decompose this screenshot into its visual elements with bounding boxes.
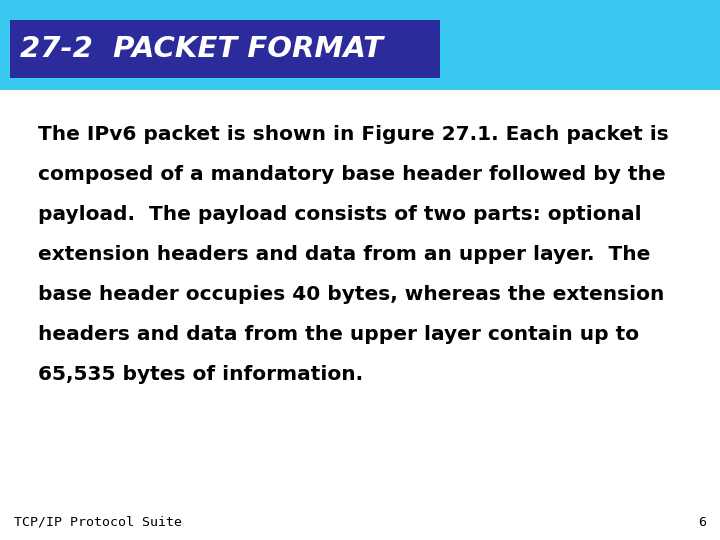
Text: 65,535 bytes of information.: 65,535 bytes of information. — [38, 365, 363, 384]
Bar — [0, 90, 720, 540]
Text: extension headers and data from an upper layer.  The: extension headers and data from an upper… — [38, 245, 650, 264]
Text: TCP/IP Protocol Suite: TCP/IP Protocol Suite — [14, 516, 182, 529]
Text: 6: 6 — [698, 516, 706, 529]
Text: base header occupies 40 bytes, whereas the extension: base header occupies 40 bytes, whereas t… — [38, 285, 665, 304]
Text: composed of a mandatory base header followed by the: composed of a mandatory base header foll… — [38, 165, 665, 184]
Bar — [10, 20, 440, 78]
Text: 27-2  PACKET FORMAT: 27-2 PACKET FORMAT — [20, 35, 383, 63]
Text: payload.  The payload consists of two parts: optional: payload. The payload consists of two par… — [38, 205, 642, 224]
Text: The IPv6 packet is shown in Figure 27.1. Each packet is: The IPv6 packet is shown in Figure 27.1.… — [38, 125, 669, 144]
Text: headers and data from the upper layer contain up to: headers and data from the upper layer co… — [38, 325, 639, 344]
